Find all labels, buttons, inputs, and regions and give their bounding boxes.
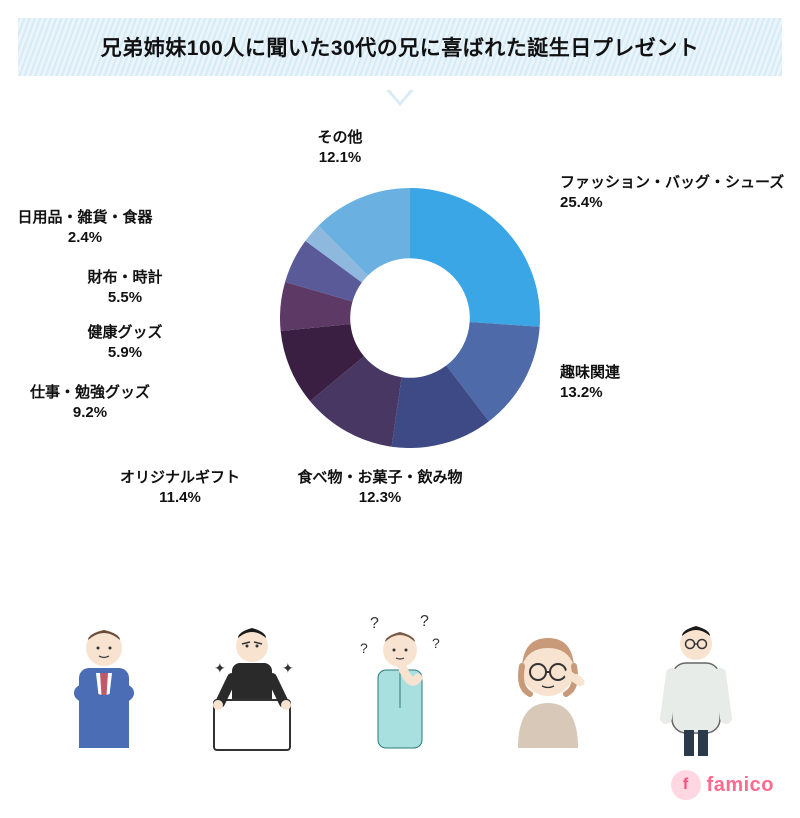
slice-label: 財布・時計5.5% [87, 268, 162, 309]
slice-label-value: 12.1% [317, 148, 362, 168]
svg-text:?: ? [370, 615, 379, 632]
people-illustration-row: ✦ ✦ ? ? ? ? [0, 588, 800, 758]
logo-mark: f [671, 770, 701, 800]
businessman-arms-crossed [44, 608, 164, 758]
man-thinking: ? ? ? ? [340, 608, 460, 758]
slice-label-name: 仕事・勉強グッズ [30, 383, 150, 403]
slice-label-name: その他 [317, 128, 362, 148]
slice-label-value: 12.3% [297, 488, 462, 508]
man-standing [636, 608, 756, 758]
logo: f famico [671, 770, 774, 800]
page-title: 兄弟姉妹100人に聞いた30代の兄に喜ばれた誕生日プレゼント [28, 32, 772, 62]
slice-label-name: ファッション・バッグ・シューズ [560, 173, 784, 193]
header-banner: 兄弟姉妹100人に聞いた30代の兄に喜ばれた誕生日プレゼント [18, 18, 782, 76]
chart-area: ファッション・バッグ・シューズ25.4% 趣味関連13.2% 食べ物・お菓子・飲み物… [0, 118, 800, 558]
donut-chart [280, 188, 540, 448]
svg-text:?: ? [360, 640, 368, 656]
person-glasses [488, 608, 608, 758]
svg-text:✦: ✦ [282, 660, 294, 676]
slice-label-value: 2.4% [17, 228, 152, 248]
slice-label-name: 日用品・雑貨・食器 [17, 208, 152, 228]
svg-text:?: ? [420, 613, 429, 630]
slice-label-value: 13.2% [560, 383, 620, 403]
slice-label-value: 5.9% [87, 343, 162, 363]
slice-label-name: 健康グッズ [87, 323, 162, 343]
slice-label-name: 趣味関連 [560, 363, 620, 383]
slice-label-name: 食べ物・お菓子・飲み物 [297, 468, 462, 488]
donut-slice [410, 188, 540, 327]
man-holding-board: ✦ ✦ [192, 608, 312, 758]
logo-text: famico [707, 774, 774, 797]
slice-label: 健康グッズ5.9% [87, 323, 162, 364]
slice-label: オリジナルギフト11.4% [120, 468, 240, 509]
slice-label-name: オリジナルギフト [120, 468, 240, 488]
header-pointer-inner [390, 90, 410, 102]
slice-label: その他12.1% [317, 128, 362, 169]
slice-label: 食べ物・お菓子・飲み物12.3% [297, 468, 462, 509]
slice-label-value: 9.2% [30, 403, 150, 423]
slice-label: 日用品・雑貨・食器2.4% [17, 208, 152, 249]
slice-label: 仕事・勉強グッズ9.2% [30, 383, 150, 424]
slice-label-value: 5.5% [87, 288, 162, 308]
slice-label-name: 財布・時計 [87, 268, 162, 288]
slice-label-value: 11.4% [120, 488, 240, 508]
slice-label: 趣味関連13.2% [560, 363, 620, 404]
slice-label: ファッション・バッグ・シューズ25.4% [560, 173, 784, 214]
svg-text:✦: ✦ [214, 660, 226, 676]
logo-mark-glyph: f [683, 776, 688, 794]
slice-label-value: 25.4% [560, 193, 784, 213]
svg-text:?: ? [432, 635, 440, 651]
